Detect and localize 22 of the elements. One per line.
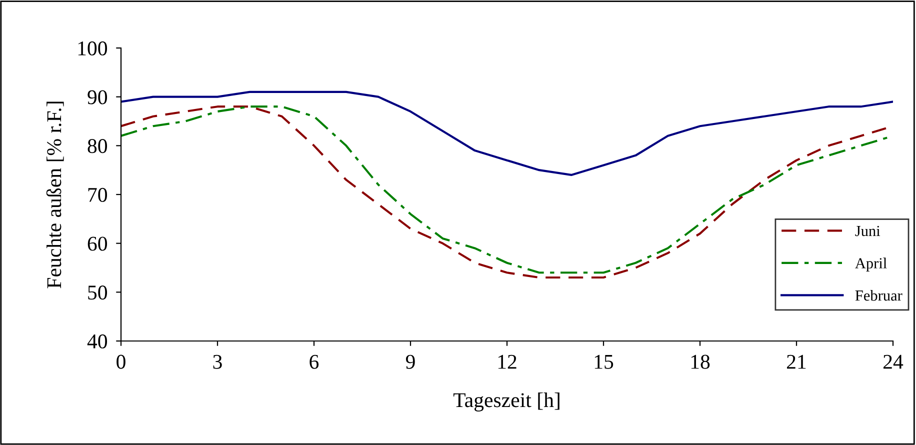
legend-label: Februar	[855, 290, 902, 301]
y-tick-label: 50	[88, 286, 108, 300]
y-tick-label: 70	[88, 188, 108, 202]
y-tick-label: 100	[78, 41, 108, 56]
x-tick-label: 15	[594, 354, 614, 369]
legend-label: Juni	[855, 226, 880, 236]
x-tick-label: 12	[498, 354, 516, 369]
x-tick-label: 21	[787, 354, 806, 369]
x-tick-label: 18	[691, 354, 710, 369]
y-axis-title: Feuchte außen [% r.F.]	[46, 102, 64, 288]
x-tick-label: 24	[884, 354, 904, 369]
legend-label: April	[855, 258, 887, 272]
x-tick-label: 9	[406, 354, 415, 369]
x-tick-label: 0	[116, 354, 126, 369]
y-tick-label: 60	[88, 236, 108, 251]
x-tick-label: 3	[213, 354, 222, 369]
y-tick-label: 40	[87, 334, 108, 348]
y-tick-label: 80	[88, 139, 108, 154]
x-tick-label: 6	[310, 354, 319, 369]
line-series	[121, 90, 893, 176]
y-tick-label: 90	[88, 90, 108, 104]
x-axis-title: Tageszeit [h]	[453, 392, 560, 412]
